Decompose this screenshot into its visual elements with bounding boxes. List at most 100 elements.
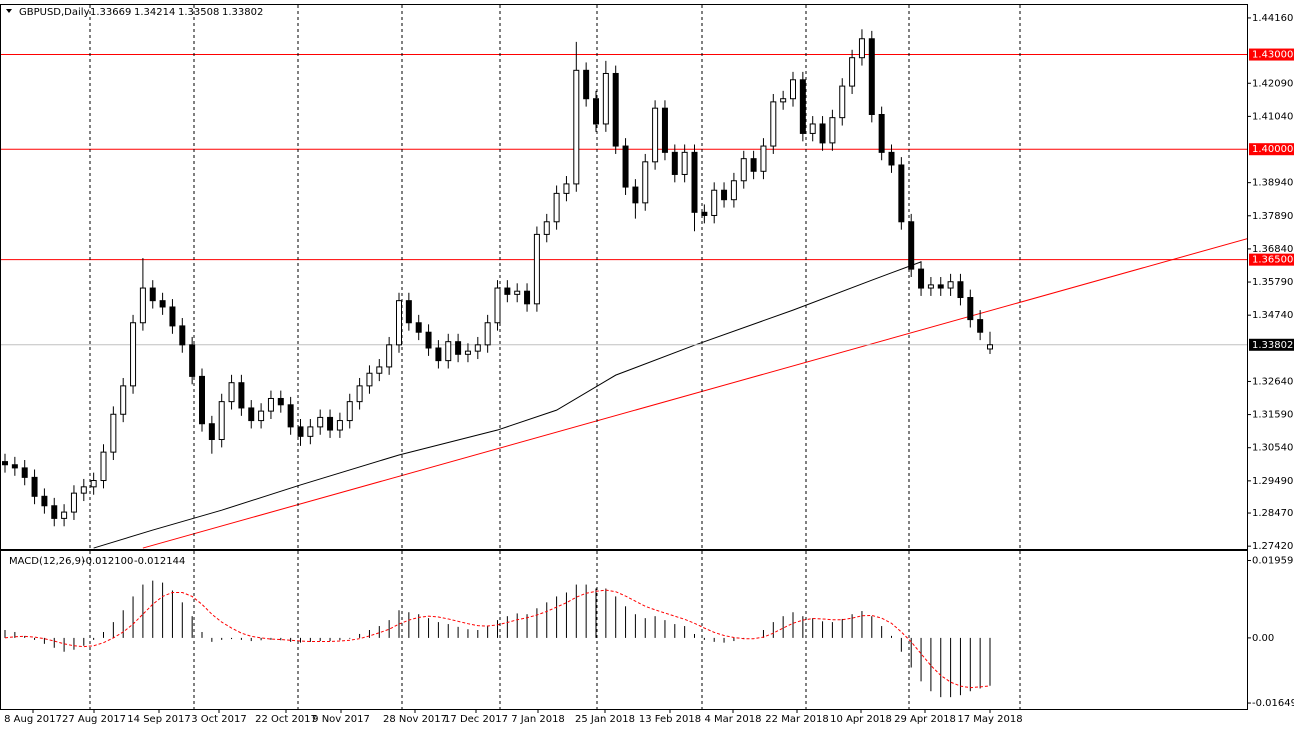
candle-body [642, 161, 649, 204]
candle-body [396, 300, 402, 346]
level-label: 1.40000 [1252, 144, 1293, 155]
y-tick-label: 1.31590 [1252, 410, 1293, 421]
candle-body [533, 233, 540, 305]
candle-body [671, 151, 678, 175]
candle-body [327, 416, 334, 431]
candle-body [100, 451, 107, 482]
signal-value: -0.012144 [134, 556, 185, 567]
candle-body [602, 72, 609, 125]
x-tick-label: 17 May 2018 [957, 714, 1022, 725]
candle-body [287, 404, 294, 428]
candle-body [740, 158, 747, 182]
candle-body [612, 72, 619, 147]
candle-body [169, 306, 176, 327]
macd-tick-label: -0.016491 [1252, 698, 1294, 709]
y-tick-label: 1.36840 [1252, 244, 1293, 255]
candle-body [435, 347, 442, 362]
level-label-box [1249, 143, 1294, 156]
candle-body [90, 480, 97, 488]
macd-plot [4, 580, 991, 698]
candle-body [386, 344, 393, 368]
x-tick-label: 29 Apr 2018 [894, 714, 956, 725]
candle-body [248, 407, 255, 422]
macd-value: -0.012100 [82, 556, 133, 567]
candle-body [218, 401, 225, 441]
candle-body [356, 385, 363, 403]
x-tick-label: 14 Sep 2017 [127, 714, 190, 725]
y-tick-label: 1.27420 [1252, 541, 1293, 552]
y-tick-label: 1.37890 [1252, 211, 1293, 222]
candle-body [425, 331, 432, 349]
candle-body [514, 290, 521, 295]
candle-body [977, 319, 984, 333]
candle-body [208, 423, 215, 441]
candle-body [258, 410, 265, 422]
candle-body [2, 461, 8, 466]
candle-body [819, 123, 826, 144]
y-tick-label: 1.41040 [1252, 111, 1293, 122]
y-tick-label: 1.32640 [1252, 376, 1293, 387]
candle-body [179, 325, 186, 346]
candle-body [21, 467, 28, 478]
candle-body [829, 117, 836, 144]
candle-body [583, 69, 590, 100]
price-label: 1.33802 [1252, 340, 1293, 351]
candle-body [987, 344, 993, 350]
candle-body [553, 192, 560, 223]
candle-body [267, 397, 274, 412]
candle-body [376, 366, 383, 374]
y-tick-label: 1.44160 [1252, 13, 1293, 24]
candle-body [70, 492, 77, 513]
candle-body [711, 189, 718, 216]
candle-body [691, 151, 698, 213]
candle-body [307, 426, 314, 437]
x-tick-label: 17 Dec 2017 [444, 714, 508, 725]
macd-pane-border [0, 550, 1248, 710]
y-tick-label: 1.30540 [1252, 443, 1293, 454]
candle-body [888, 151, 895, 166]
candle-body [780, 98, 787, 103]
candle-body [366, 372, 373, 387]
main-pane-border [0, 4, 1248, 550]
candle-body [484, 322, 491, 346]
candle-body [563, 183, 570, 194]
candle-body [809, 123, 816, 134]
candle-body [957, 281, 964, 299]
candle-body [918, 268, 925, 289]
candle-body [228, 382, 235, 403]
candle-body [898, 164, 905, 223]
candle-body [455, 341, 462, 355]
candle-body [849, 57, 856, 87]
candle-body [790, 79, 796, 100]
candle-body [474, 344, 481, 352]
close-value: 1.33802 [222, 7, 263, 18]
menu-arrow[interactable] [6, 9, 12, 13]
candle-body [622, 145, 629, 188]
candle-body [130, 322, 137, 387]
candle-body [652, 107, 659, 163]
level-label-box [1249, 48, 1294, 61]
candle-body [868, 38, 875, 115]
y-tick-label: 1.42090 [1252, 78, 1293, 89]
x-tick-label: 10 Apr 2018 [830, 714, 892, 725]
candle-body [297, 426, 304, 437]
candle-body [336, 420, 343, 431]
candle-body [51, 505, 58, 519]
candle-body [139, 287, 146, 324]
price-label-box [1249, 338, 1294, 351]
candle-body [839, 85, 846, 119]
x-tick-label: 13 Feb 2018 [639, 714, 701, 725]
candle-body [524, 290, 531, 305]
symbol: GBPUSD,Daily [19, 7, 90, 18]
level-label: 1.36500 [1252, 255, 1293, 266]
x-tick-label: 25 Jan 2018 [575, 714, 635, 725]
candle-body [199, 375, 205, 425]
candle-body [504, 287, 511, 295]
main-plot [1, 29, 1247, 549]
candle-body [346, 401, 353, 422]
candle-body [721, 189, 728, 201]
candle-body [445, 341, 452, 362]
candle-body [238, 382, 245, 409]
y-tick-label: 1.29490 [1252, 476, 1293, 487]
x-tick-label: 4 Mar 2018 [704, 714, 761, 725]
